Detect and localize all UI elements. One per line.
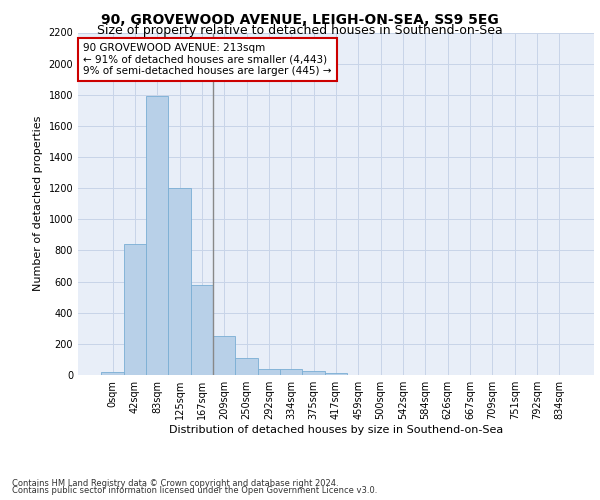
Text: Contains HM Land Registry data © Crown copyright and database right 2024.: Contains HM Land Registry data © Crown c… [12, 478, 338, 488]
Text: 90 GROVEWOOD AVENUE: 213sqm
← 91% of detached houses are smaller (4,443)
9% of s: 90 GROVEWOOD AVENUE: 213sqm ← 91% of det… [83, 43, 332, 76]
Text: Size of property relative to detached houses in Southend-on-Sea: Size of property relative to detached ho… [97, 24, 503, 37]
Y-axis label: Number of detached properties: Number of detached properties [33, 116, 43, 292]
X-axis label: Distribution of detached houses by size in Southend-on-Sea: Distribution of detached houses by size … [169, 425, 503, 435]
Bar [302, 371, 325, 375]
Bar [146, 96, 169, 375]
Bar [258, 369, 280, 375]
Bar [191, 284, 213, 375]
Text: 90, GROVEWOOD AVENUE, LEIGH-ON-SEA, SS9 5EG: 90, GROVEWOOD AVENUE, LEIGH-ON-SEA, SS9 … [101, 12, 499, 26]
Text: Contains public sector information licensed under the Open Government Licence v3: Contains public sector information licen… [12, 486, 377, 495]
Bar [235, 358, 258, 375]
Bar [169, 188, 191, 375]
Bar [213, 336, 235, 375]
Bar [280, 369, 302, 375]
Bar [325, 372, 347, 375]
Bar [124, 244, 146, 375]
Bar [101, 372, 124, 375]
